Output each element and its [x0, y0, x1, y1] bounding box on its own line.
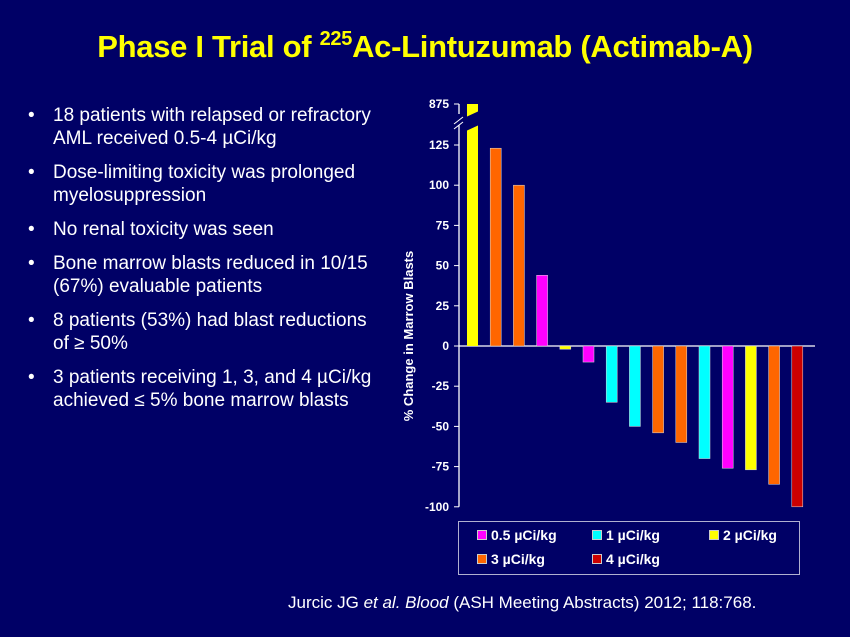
legend-item: 3 µCi/kg	[477, 551, 545, 567]
legend-swatch	[592, 554, 602, 564]
bar-break-gap	[466, 111, 479, 131]
legend-label: 4 µCi/kg	[606, 551, 660, 567]
title-superscript: 225	[319, 28, 353, 50]
citation-authors: Jurcic JG	[288, 593, 364, 612]
bullet-item: 8 patients (53%) had blast reductions of…	[28, 309, 373, 355]
bar	[652, 345, 664, 434]
bar	[582, 345, 595, 363]
bar	[605, 345, 618, 403]
citation: Jurcic JG et al. Blood (ASH Meeting Abst…	[288, 593, 756, 613]
y-tick-label: -75	[432, 460, 450, 474]
title-text-2: Ac-Lintuzumab (Actimab-A)	[352, 29, 753, 64]
bar	[489, 147, 502, 347]
citation-etal: et al.	[363, 593, 401, 612]
chart-legend: 0.5 µCi/kg 1 µCi/kg 2 µCi/kg 3 µCi/kg 4 …	[458, 521, 800, 575]
citation-details: (ASH Meeting Abstracts) 2012; 118:768.	[448, 593, 757, 612]
y-tick-label: 75	[436, 218, 450, 232]
legend-item: 4 µCi/kg	[592, 551, 660, 567]
bar	[791, 345, 804, 508]
bar	[513, 184, 525, 347]
bar	[559, 345, 572, 350]
axis-break-mark	[453, 116, 464, 125]
legend-swatch	[592, 530, 602, 540]
legend-label: 1 µCi/kg	[606, 527, 660, 543]
bullet-item: Bone marrow blasts reduced in 10/15 (67%…	[28, 252, 373, 298]
bar	[629, 345, 641, 427]
legend-item: 0.5 µCi/kg	[477, 527, 557, 543]
y-tick-label: 0	[442, 339, 449, 353]
y-tick-label: 100	[429, 178, 449, 192]
bullet-item: 3 patients receiving 1, 3, and 4 µCi/kg …	[28, 366, 373, 412]
y-tick-label: 875	[429, 97, 449, 111]
legend-swatch	[477, 530, 487, 540]
y-tick-label: 50	[436, 259, 450, 273]
legend-item: 2 µCi/kg	[709, 527, 777, 543]
bar	[768, 345, 780, 485]
bullet-list: 18 patients with relapsed or refractory …	[28, 104, 373, 423]
bullet-item: 18 patients with relapsed or refractory …	[28, 104, 373, 150]
y-axis-label: % Change in Marrow Blasts	[401, 251, 416, 421]
y-tick-label: 125	[429, 138, 449, 152]
legend-label: 0.5 µCi/kg	[491, 527, 557, 543]
y-tick-label: -25	[432, 379, 450, 393]
title-text: Phase I Trial of	[97, 29, 320, 64]
y-tick-label: -50	[432, 419, 450, 433]
y-tick-label: -100	[425, 500, 449, 514]
legend-swatch	[477, 554, 487, 564]
bullet-item: No renal toxicity was seen	[28, 218, 373, 241]
y-tick-label: 25	[436, 299, 450, 313]
legend-label: 2 µCi/kg	[723, 527, 777, 543]
bullet-item: Dose-limiting toxicity was prolonged mye…	[28, 161, 373, 207]
legend-label: 3 µCi/kg	[491, 551, 545, 567]
slide-title: Phase I Trial of 225Ac-Lintuzumab (Actim…	[0, 28, 850, 65]
bar	[675, 345, 688, 443]
bar	[721, 345, 734, 469]
bar	[467, 104, 478, 346]
bar	[698, 345, 711, 459]
bar	[536, 274, 548, 347]
axis-break-mark	[453, 121, 464, 130]
legend-swatch	[709, 530, 719, 540]
legend-item: 1 µCi/kg	[592, 527, 660, 543]
citation-journal: Blood	[400, 593, 449, 612]
bar	[745, 345, 757, 471]
